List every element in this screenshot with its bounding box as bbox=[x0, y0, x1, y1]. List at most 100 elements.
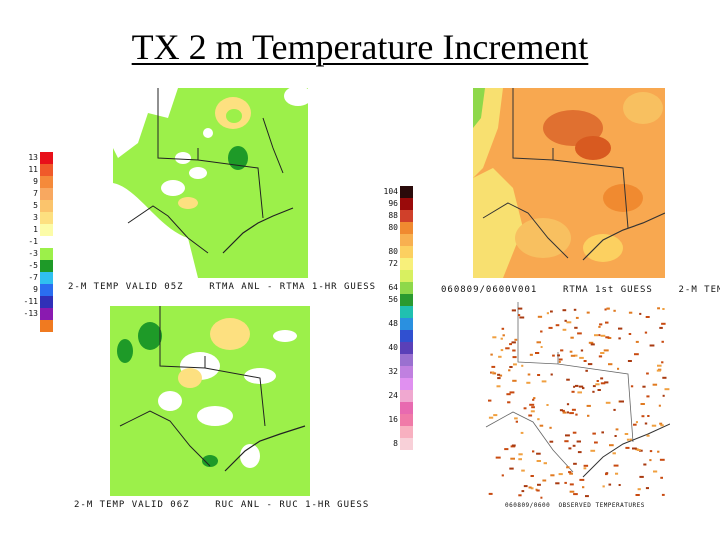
station-marker bbox=[605, 336, 610, 339]
increment-legend-swatch bbox=[40, 320, 53, 332]
station-marker bbox=[558, 358, 563, 361]
station-marker bbox=[572, 444, 576, 447]
station-marker bbox=[659, 458, 665, 461]
temperature-legend-swatch bbox=[400, 294, 413, 306]
station-marker bbox=[530, 475, 534, 477]
station-marker bbox=[537, 315, 543, 318]
station-marker bbox=[641, 415, 645, 418]
temperature-legend-swatch bbox=[400, 390, 413, 402]
station-marker bbox=[628, 333, 632, 335]
increment-legend-swatch bbox=[40, 164, 53, 176]
station-marker bbox=[497, 373, 501, 376]
station-marker bbox=[582, 486, 585, 489]
station-marker bbox=[529, 403, 535, 406]
station-marker bbox=[537, 483, 541, 486]
station-marker bbox=[512, 379, 517, 382]
station-marker bbox=[536, 489, 540, 492]
station-marker bbox=[600, 352, 605, 354]
station-marker bbox=[506, 393, 511, 396]
station-marker bbox=[569, 350, 573, 353]
station-marker bbox=[643, 463, 647, 466]
station-marker bbox=[579, 478, 585, 481]
station-marker bbox=[509, 366, 513, 368]
station-marker bbox=[608, 363, 613, 366]
station-marker bbox=[549, 426, 552, 429]
station-marker bbox=[627, 360, 632, 362]
station-marker bbox=[657, 307, 660, 310]
increment-legend-swatch bbox=[40, 212, 53, 224]
station-marker bbox=[512, 349, 516, 352]
page-title: TX 2 m Temperature Increment bbox=[0, 26, 720, 68]
station-marker bbox=[505, 347, 510, 350]
station-marker bbox=[513, 363, 517, 366]
station-marker bbox=[501, 327, 505, 330]
increment-legend-label: 11 bbox=[28, 165, 38, 174]
station-marker bbox=[583, 464, 589, 467]
station-marker bbox=[575, 413, 578, 416]
station-marker bbox=[583, 360, 587, 362]
station-marker bbox=[504, 448, 509, 451]
temperature-legend-swatch bbox=[400, 210, 413, 222]
station-marker bbox=[662, 394, 665, 397]
temperature-legend-label: 80 bbox=[388, 223, 398, 232]
station-marker bbox=[645, 487, 649, 490]
station-marker bbox=[651, 424, 657, 427]
ruc-increment-map-graphic bbox=[110, 306, 310, 496]
station-marker bbox=[498, 355, 502, 358]
station-marker bbox=[578, 385, 584, 388]
station-marker bbox=[491, 365, 496, 368]
station-marker bbox=[577, 332, 582, 335]
observed-temperatures-graphic bbox=[478, 302, 670, 502]
rtma-increment-caption: 2-M TEMP VALID 05Z RTMA ANL - RTMA 1-HR … bbox=[68, 282, 377, 292]
station-marker bbox=[541, 380, 547, 383]
station-marker bbox=[562, 409, 565, 412]
station-marker bbox=[605, 401, 611, 404]
temperature-legend-label: 96 bbox=[388, 199, 398, 208]
temperature-legend-label: 24 bbox=[388, 391, 398, 400]
station-marker bbox=[495, 456, 501, 459]
increment-legend-label: -11 bbox=[23, 297, 38, 306]
station-marker bbox=[606, 307, 610, 310]
increment-legend-swatch bbox=[40, 236, 53, 248]
station-marker bbox=[649, 344, 655, 347]
station-marker bbox=[646, 395, 650, 398]
station-marker bbox=[564, 481, 567, 484]
temperature-legend-swatch bbox=[400, 402, 413, 414]
station-marker bbox=[490, 353, 493, 356]
station-marker bbox=[605, 473, 608, 476]
station-marker bbox=[555, 482, 560, 485]
station-marker bbox=[526, 381, 531, 384]
station-marker bbox=[590, 449, 596, 452]
station-marker bbox=[500, 337, 503, 340]
station-marker bbox=[533, 397, 536, 400]
station-marker bbox=[558, 473, 563, 476]
observation-stations bbox=[488, 307, 670, 499]
station-marker bbox=[642, 385, 646, 388]
temperature-legend-swatch bbox=[400, 270, 413, 282]
station-marker bbox=[515, 420, 518, 423]
station-marker bbox=[493, 414, 498, 417]
station-marker bbox=[647, 415, 650, 417]
temperature-legend-swatch bbox=[400, 234, 413, 246]
increment-legend-label: 1 bbox=[33, 225, 38, 234]
station-marker bbox=[635, 340, 639, 343]
station-marker bbox=[570, 336, 574, 339]
station-marker bbox=[630, 385, 634, 388]
station-marker bbox=[540, 346, 543, 348]
station-marker bbox=[539, 424, 544, 427]
station-marker bbox=[585, 369, 588, 372]
increment-legend-label: 9 bbox=[33, 285, 38, 294]
station-marker bbox=[615, 428, 619, 431]
station-marker bbox=[633, 423, 637, 426]
station-marker bbox=[629, 438, 632, 441]
station-marker bbox=[598, 355, 603, 358]
increment-legend-label: 7 bbox=[33, 189, 38, 198]
increment-legend-label: -7 bbox=[28, 273, 38, 282]
station-marker bbox=[555, 324, 560, 327]
station-marker bbox=[492, 336, 497, 339]
station-marker bbox=[566, 378, 570, 381]
station-marker bbox=[604, 381, 609, 384]
station-marker bbox=[615, 472, 619, 475]
station-marker bbox=[576, 440, 581, 443]
station-marker bbox=[594, 334, 598, 337]
